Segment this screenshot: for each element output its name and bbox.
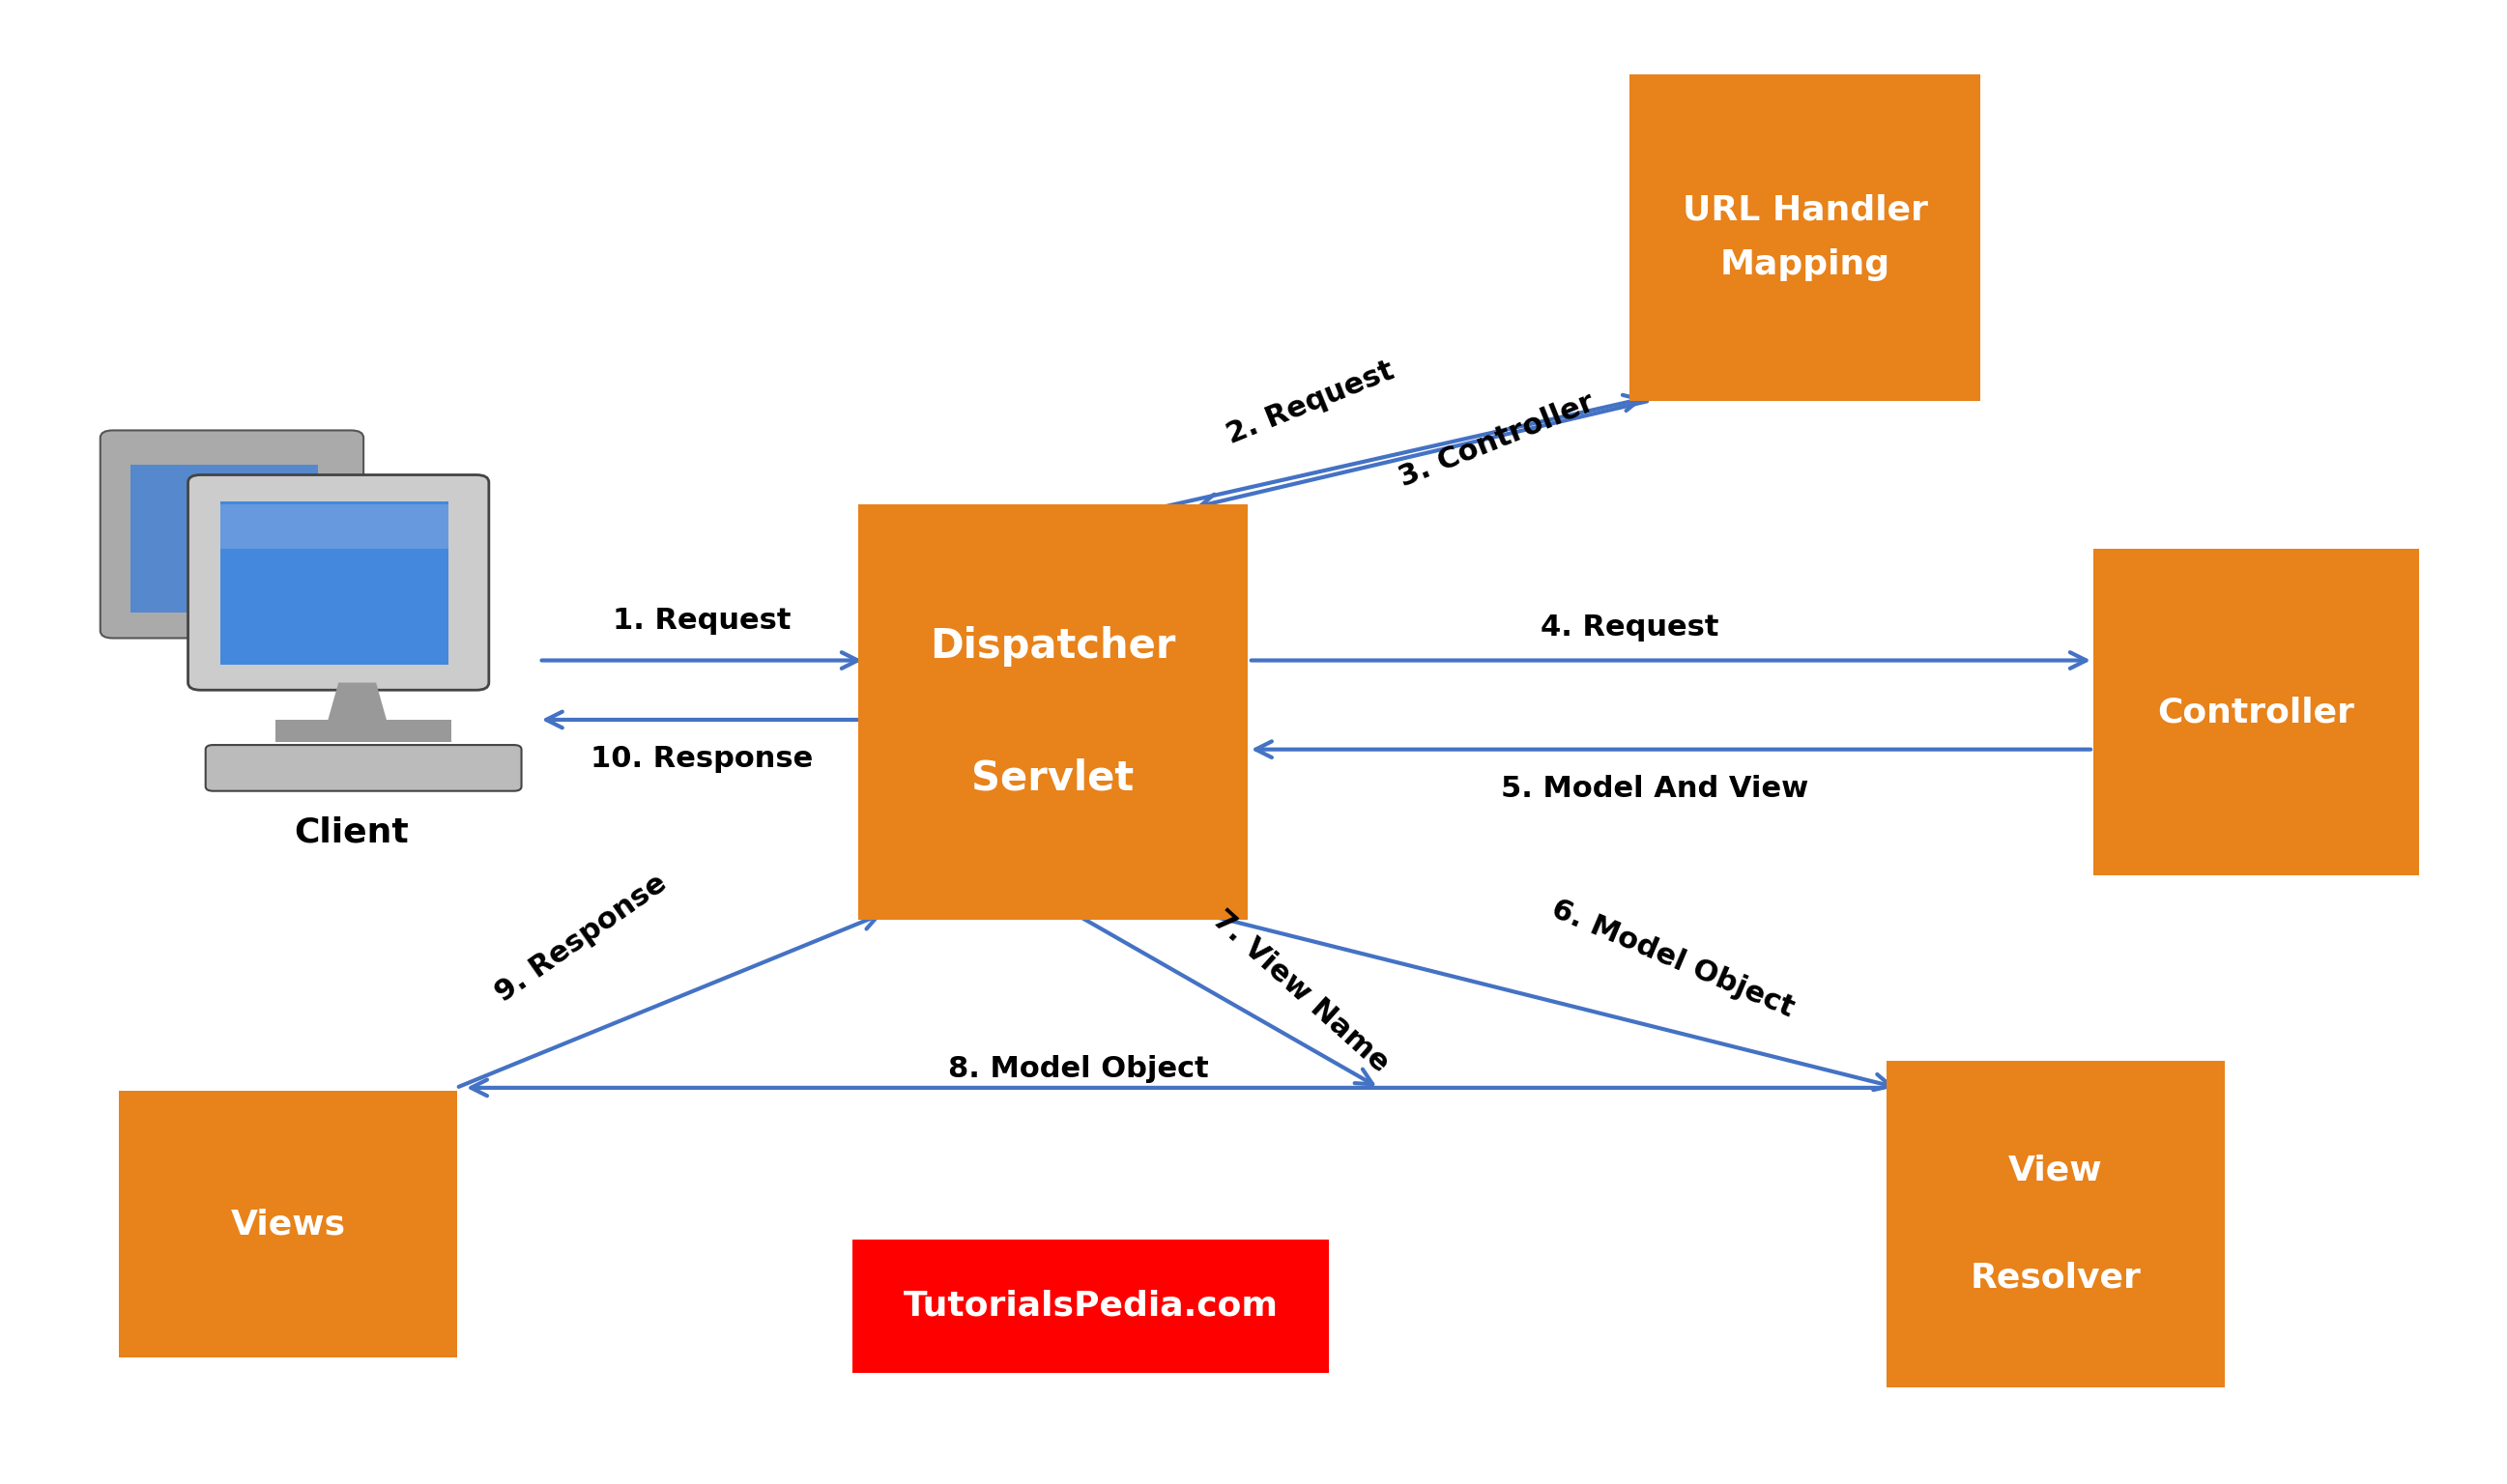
FancyBboxPatch shape (2093, 549, 2419, 876)
FancyBboxPatch shape (100, 430, 364, 638)
FancyBboxPatch shape (130, 464, 318, 613)
Text: 3. Controller: 3. Controller (1396, 389, 1599, 493)
Text: 6. Model Object: 6. Model Object (1547, 895, 1798, 1022)
FancyBboxPatch shape (206, 745, 521, 791)
FancyBboxPatch shape (221, 505, 449, 549)
Text: Views: Views (231, 1208, 346, 1241)
Text: Controller: Controller (2159, 696, 2354, 729)
FancyBboxPatch shape (221, 502, 449, 665)
Text: 1. Request: 1. Request (612, 607, 792, 635)
FancyBboxPatch shape (188, 475, 489, 690)
Text: Dispatcher

Servlet: Dispatcher Servlet (930, 626, 1176, 798)
FancyBboxPatch shape (852, 1239, 1329, 1373)
FancyBboxPatch shape (1630, 74, 1981, 401)
Polygon shape (326, 683, 389, 727)
FancyBboxPatch shape (120, 1091, 456, 1358)
Text: URL Handler
Mapping: URL Handler Mapping (1682, 194, 1928, 280)
Text: View

Resolver: View Resolver (1971, 1155, 2141, 1294)
Text: 9. Response: 9. Response (491, 868, 672, 1008)
Text: 5. Model And View: 5. Model And View (1502, 775, 1808, 803)
Text: 4. Request: 4. Request (1539, 613, 1720, 641)
FancyBboxPatch shape (857, 505, 1246, 920)
Text: 8. Model Object: 8. Model Object (948, 1055, 1208, 1083)
Text: TutorialsPedia.com: TutorialsPedia.com (903, 1290, 1279, 1322)
Text: 7. View Name: 7. View Name (1206, 905, 1394, 1077)
FancyBboxPatch shape (276, 720, 451, 742)
Text: 2. Request: 2. Request (1223, 356, 1399, 448)
Text: Client: Client (293, 816, 409, 849)
FancyBboxPatch shape (1885, 1061, 2224, 1388)
Text: 10. Response: 10. Response (592, 745, 812, 773)
